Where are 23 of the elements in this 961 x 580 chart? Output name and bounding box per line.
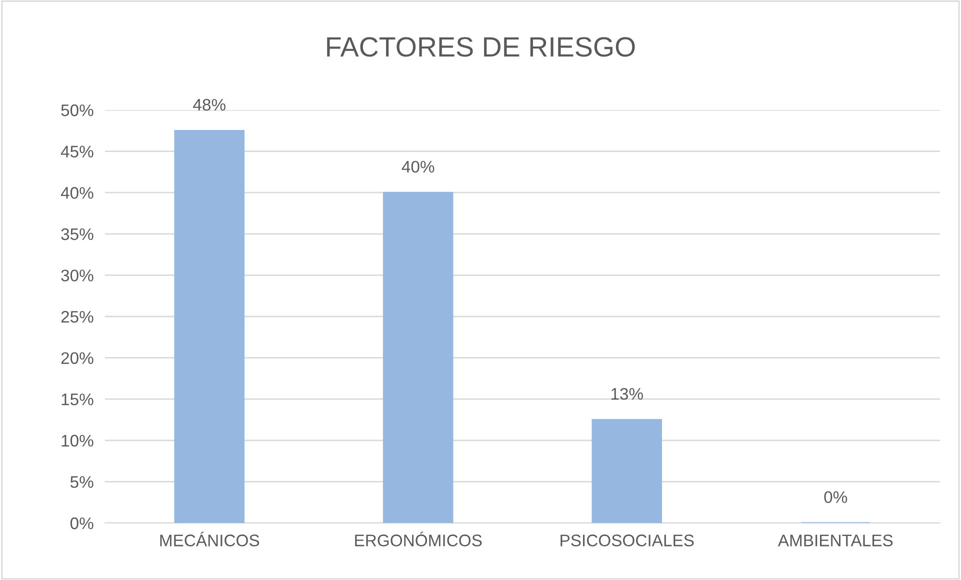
data-label: 0%	[824, 491, 848, 504]
x-tick-label: PSICOSOCIALES	[560, 534, 694, 546]
y-tick-label: 40%	[60, 187, 94, 199]
y-tick-label: 20%	[61, 352, 94, 364]
y-tick-label: 30%	[61, 270, 94, 282]
chart-title: FACTORES DE RIESGO	[327, 37, 635, 57]
bar	[174, 130, 245, 523]
y-tick-label: 35%	[61, 228, 94, 240]
y-tick-label: 15%	[62, 394, 94, 406]
y-tick-label: 0%	[70, 517, 94, 530]
x-tick-label: ERGONÓMICOS	[355, 532, 482, 546]
data-label: 13%	[611, 388, 643, 400]
y-tick-label: 45%	[60, 146, 94, 158]
bar	[382, 192, 454, 523]
y-tick-label: 10%	[62, 434, 94, 447]
y-tick-label: 25%	[61, 310, 94, 323]
data-label: 48%	[193, 98, 226, 111]
x-tick-label: AMBIENTALES	[778, 534, 893, 546]
y-tick-label: 50%	[61, 104, 94, 116]
bar	[592, 419, 662, 523]
y-tick-label: 5%	[70, 476, 94, 488]
x-tick-label: MECÁNICOS	[160, 532, 260, 546]
data-label: 40%	[402, 160, 434, 173]
